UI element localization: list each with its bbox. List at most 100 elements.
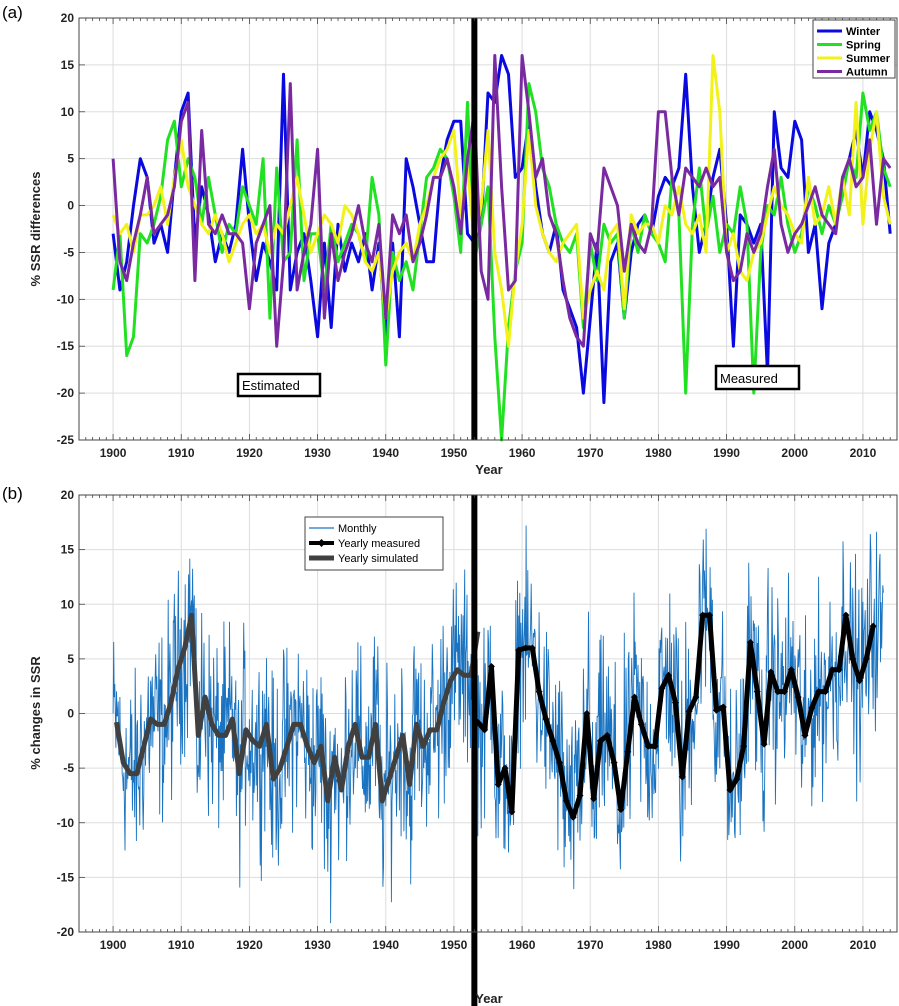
- yearly-measured-marker: [644, 742, 652, 750]
- series-autumn-line: [111, 54, 892, 348]
- yearly-measured-marker: [746, 638, 754, 646]
- panel-b-x-tick-label: 1920: [236, 938, 263, 952]
- measured-annotation: Measured: [720, 371, 778, 386]
- yearly-measured-marker: [617, 806, 625, 814]
- yearly-measured-marker: [596, 737, 604, 745]
- panel-a-y-ticks: -25 -20 -15 -10 -5 0 5 10 15 20: [57, 11, 85, 447]
- panel-a-x-tick-label: 1970: [577, 446, 604, 460]
- panel-b-y-tick-label: 15: [61, 543, 75, 557]
- yearly-measured-marker: [828, 666, 836, 674]
- yearly-measured-marker: [671, 699, 679, 707]
- panel-b-label: (b): [2, 484, 23, 503]
- panel-b-y-tick-label: -15: [57, 870, 75, 884]
- yearly-measured-marker: [753, 688, 761, 696]
- yearly-measured-marker: [549, 737, 557, 745]
- yearly-measured-marker: [849, 655, 857, 663]
- yearly-measured-marker: [808, 704, 816, 712]
- panel-a-y-tick-label: -20: [57, 386, 75, 400]
- yearly-measured-marker: [508, 808, 516, 816]
- yearly-measured-marker: [733, 775, 741, 783]
- yearly-measured-marker: [842, 611, 850, 619]
- panel-b-y-tick-label: 5: [67, 652, 74, 666]
- yearly-measured-marker: [665, 671, 673, 679]
- series-yearly-simulated-line: [114, 612, 481, 804]
- panel-b-y-ticks: -20 -15 -10 -5 0 5 10 15 20: [57, 488, 85, 939]
- yearly-measured-marker: [835, 666, 843, 674]
- estimated-box: [236, 372, 322, 398]
- panel-b-xlabel: Year: [475, 991, 502, 1006]
- panel-b-y-tick-label: -5: [63, 761, 74, 775]
- yearly-measured-marker: [678, 773, 686, 781]
- yearly-measured-marker: [821, 688, 829, 696]
- yearly-measured-marker: [562, 797, 570, 805]
- panel-a: -25 -20 -15 -10 -5 0 5 10 15 20 1900 1910 1920 1930 1…: [28, 11, 898, 477]
- panel-b: -20 -15 -10 -5 0 5 10 15 20 1900 1910 1920 1930 1940…: [28, 488, 898, 1006]
- panel-b-x-tick-label: 1940: [372, 938, 399, 952]
- yearly-measured-marker: [556, 759, 564, 767]
- yearly-measured-marker: [767, 668, 775, 676]
- yearly-measured-marker: [869, 622, 877, 630]
- legend-yearly-simulated-label: Yearly simulated: [338, 553, 418, 565]
- yearly-measured-marker: [576, 791, 584, 799]
- panel-a-x-tick-label: 2010: [850, 446, 877, 460]
- yearly-measured-marker: [501, 764, 509, 772]
- yearly-measured-marker: [583, 710, 591, 717]
- yearly-measured-marker: [801, 731, 809, 739]
- yearly-measured-marker: [774, 688, 782, 696]
- legend-yearly-measured-marker: [317, 539, 326, 547]
- panel-a-y-tick-label: 0: [67, 199, 74, 213]
- yearly-measured-marker: [603, 731, 611, 739]
- panel-a-x-tick-label: 1960: [509, 446, 536, 460]
- panel-b-y-tick-label: 20: [61, 488, 75, 502]
- panel-a-x-tick-label: 1900: [100, 446, 127, 460]
- panel-b-x-tick-label: 1970: [577, 938, 604, 952]
- yearly-measured-marker: [712, 706, 720, 714]
- panel-a-y-tick-label: -10: [57, 292, 75, 306]
- yearly-measured-marker: [699, 611, 707, 619]
- panel-b-x-tick-label: 2000: [781, 938, 808, 952]
- panel-a-y-tick-label: 10: [61, 105, 75, 119]
- panel-b-x-ticks: 1900 1910 1920 1930 1940 1950 1960 1970 1980 1990…: [78, 495, 898, 952]
- yearly-measured-marker: [862, 655, 870, 663]
- panel-b-x-tick-label: 1910: [168, 938, 195, 952]
- yearly-measured-marker: [515, 646, 523, 654]
- panel-a-y-tick-label: 20: [61, 11, 75, 25]
- yearly-measured-marker: [760, 740, 768, 748]
- panel-a-x-tick-label: 1980: [645, 446, 672, 460]
- yearly-measured-marker: [719, 703, 727, 711]
- legend-monthly-label: Monthly: [338, 523, 377, 535]
- panel-b-series: [112, 525, 884, 924]
- panel-b-x-tick-label: 1930: [304, 938, 331, 952]
- yearly-measured-marker: [590, 795, 598, 803]
- legend-autumn-label: Autumn: [846, 67, 888, 79]
- series-summer-line: [111, 54, 892, 348]
- yearly-measured-marker: [637, 720, 645, 728]
- yearly-measured-marker: [487, 663, 495, 671]
- yearly-measured-marker: [685, 707, 693, 715]
- panel-a-x-tick-label: 1920: [236, 446, 263, 460]
- legend-winter-label: Winter: [846, 26, 881, 38]
- yearly-measured-marker: [528, 644, 536, 652]
- panel-b-x-tick-label: 1960: [509, 938, 536, 952]
- panel-a-x-tick-label: 1910: [168, 446, 195, 460]
- panel-a-xlabel: Year: [475, 462, 502, 477]
- yearly-measured-marker: [794, 693, 802, 701]
- panel-b-y-tick-label: 10: [61, 597, 75, 611]
- yearly-measured-marker: [740, 742, 748, 750]
- estimated-annotation: Estimated: [242, 378, 300, 393]
- panel-a-y-tick-label: 5: [67, 152, 74, 166]
- yearly-measured-marker: [706, 611, 714, 619]
- panel-b-x-tick-label: 1980: [645, 938, 672, 952]
- panel-a-label: (a): [2, 3, 23, 22]
- yearly-measured-marker: [494, 781, 502, 789]
- yearly-measured-marker: [610, 759, 618, 767]
- yearly-measured-marker: [781, 688, 789, 696]
- yearly-measured-marker: [542, 715, 550, 723]
- yearly-measured-marker: [624, 748, 632, 756]
- panel-b-ylabel: % changes in SSR: [28, 656, 43, 770]
- panel-b-y-tick-label: -10: [57, 816, 75, 830]
- legend-summer-label: Summer: [846, 53, 891, 65]
- panel-b-y-tick-label: -20: [57, 925, 75, 939]
- yearly-measured-marker: [535, 688, 543, 696]
